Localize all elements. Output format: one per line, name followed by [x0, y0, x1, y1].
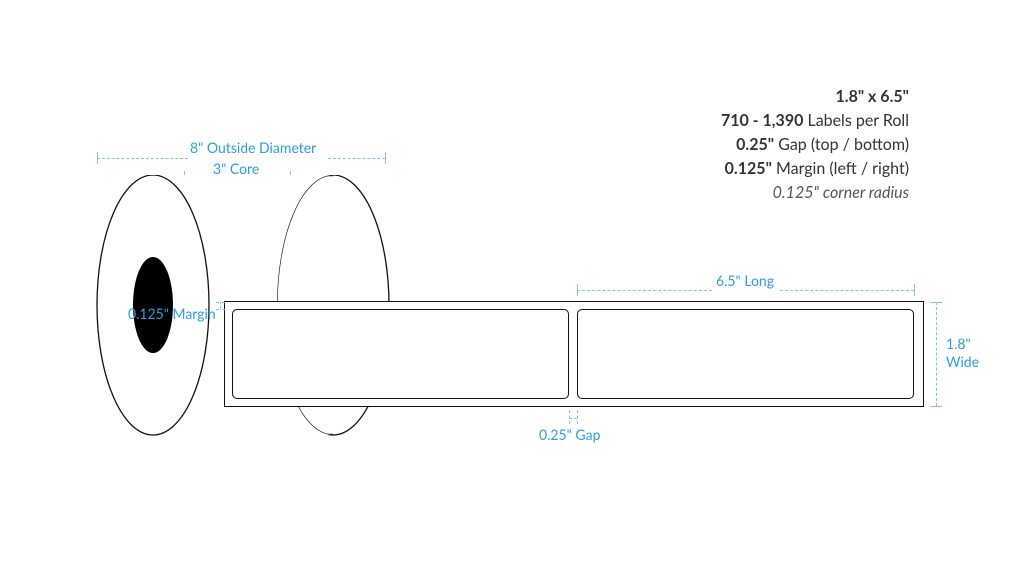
dim-line-long-right — [780, 290, 914, 291]
label-rect-1 — [232, 309, 569, 399]
dim-tick-od-left — [97, 152, 98, 164]
dim-tick-wide-top — [930, 302, 942, 303]
dim-label-wide-text: Wide — [946, 353, 979, 370]
dim-tick-long-right — [914, 284, 915, 296]
dim-line-margin-bottom — [216, 309, 225, 310]
spec-labels-text: Labels per Roll — [803, 111, 909, 130]
spec-gap-value: 0.25" — [736, 135, 774, 154]
dim-line-gap-left — [569, 410, 570, 424]
spec-list: 1.8" x 6.5" 710 - 1,390 Labels per Roll … — [721, 85, 909, 205]
dim-line-wide — [936, 302, 937, 406]
spec-size: 1.8" x 6.5" — [721, 85, 909, 109]
spec-labels-value: 710 - 1,390 — [721, 111, 803, 130]
dim-line-long-left — [577, 290, 712, 291]
dim-tick-wide-bottom — [930, 406, 942, 407]
dim-label-long: 6.5" Long — [716, 272, 774, 289]
dim-label-wide-value: 1.8" — [946, 335, 971, 352]
dim-tick-od-right — [385, 152, 386, 164]
spec-corner-radius: 0.125" corner radius — [721, 181, 909, 205]
dim-label-margin: 0.125" Margin — [128, 305, 216, 322]
dim-line-margin-v — [220, 302, 221, 309]
dim-label-outside-diameter: 8" Outside Diameter — [190, 139, 316, 156]
spec-labels-per-roll: 710 - 1,390 Labels per Roll — [721, 109, 909, 133]
dim-label-gap: 0.25" Gap — [539, 426, 600, 443]
dim-line-od-right — [328, 158, 385, 159]
spec-margin-value: 0.125" — [725, 159, 772, 178]
label-rect-2 — [577, 309, 914, 399]
spec-margin-text: Margin (left / right) — [772, 159, 909, 178]
dim-line-gap-right — [577, 410, 578, 424]
spec-margin: 0.125" Margin (left / right) — [721, 157, 909, 181]
dim-line-gap-h — [569, 418, 577, 419]
dim-tick-long-left — [577, 284, 578, 296]
spec-size-value: 1.8" x 6.5" — [835, 87, 909, 106]
spec-gap: 0.25" Gap (top / bottom) — [721, 133, 909, 157]
spec-gap-text: Gap (top / bottom) — [774, 135, 909, 154]
dim-line-od-left — [97, 158, 188, 159]
